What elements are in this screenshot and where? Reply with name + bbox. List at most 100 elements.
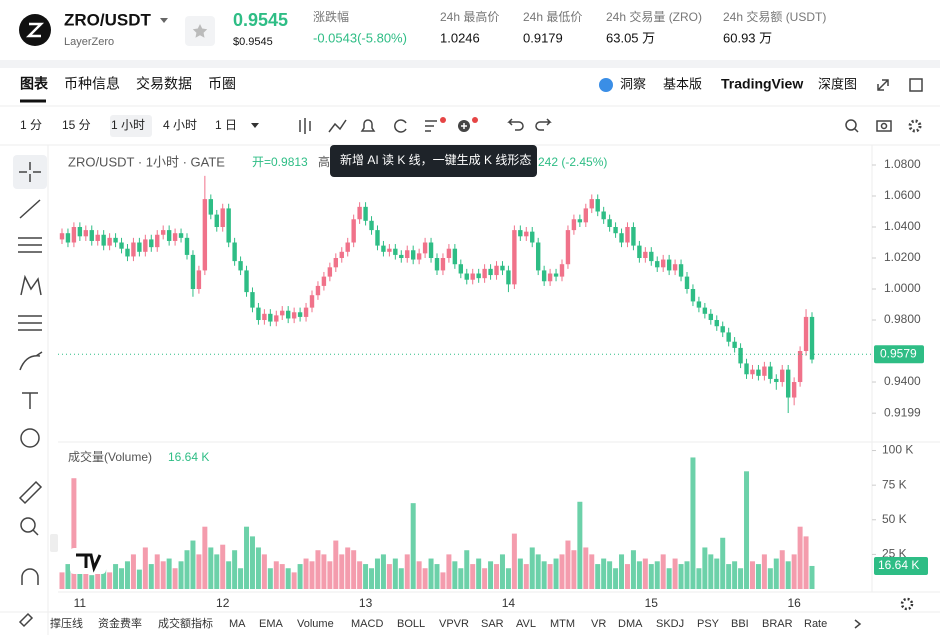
indicator[interactable]: MACD (351, 618, 383, 630)
ruler-tool[interactable] (18, 480, 43, 505)
channel-tool[interactable] (18, 237, 42, 253)
tab[interactable]: 币种信息 (64, 76, 120, 92)
candle-body (785, 369, 791, 398)
window-icon[interactable] (909, 78, 923, 92)
dot (440, 117, 446, 123)
candle-body (607, 219, 612, 228)
right-tab[interactable]: 深度图 (818, 76, 857, 91)
volume-bar (428, 558, 434, 589)
volume-bar (416, 561, 422, 589)
line-tool[interactable] (19, 199, 41, 219)
indicator[interactable]: Volume (297, 618, 334, 630)
zoom-tool[interactable] (20, 517, 36, 533)
indicator[interactable]: MTM (550, 618, 575, 630)
candle-body (125, 248, 130, 257)
indicator[interactable]: BRAR (762, 618, 793, 630)
search-icon[interactable] (845, 119, 857, 131)
right-tab[interactable]: TradingView (721, 76, 803, 92)
symbol[interactable]: ZRO/USDT (64, 10, 152, 29)
interval[interactable]: 4 小时 (163, 118, 197, 132)
volume-bar (315, 550, 321, 589)
indicator[interactable]: SKDJ (656, 618, 684, 630)
candle-body (422, 242, 428, 254)
interval[interactable]: 1 小时 (111, 118, 145, 132)
volume-bar (410, 503, 416, 589)
indicator[interactable]: 成交额指标 (158, 616, 213, 630)
indicator[interactable]: 撑压线 (50, 616, 83, 630)
volume-bar (755, 564, 761, 589)
fib-tool[interactable] (18, 315, 42, 331)
indicator[interactable]: AVL (516, 618, 536, 630)
volume-bar (148, 564, 154, 589)
alert-icon[interactable] (360, 119, 376, 132)
interval[interactable]: 1 分 (20, 118, 42, 132)
candle-body (285, 310, 291, 319)
volume-bar (279, 564, 285, 589)
candle-body (512, 230, 517, 285)
indicator[interactable]: EMA (259, 618, 284, 630)
crosshair-tool[interactable] (19, 162, 41, 182)
candle-body (684, 276, 690, 290)
indicator[interactable]: PSY (697, 618, 720, 630)
volume-bar (327, 561, 333, 589)
pattern-tool[interactable] (20, 274, 42, 296)
sidebar (13, 155, 47, 585)
candle-body (107, 237, 112, 246)
tab[interactable]: 交易数据 (136, 76, 192, 92)
eraser-tool[interactable] (18, 612, 34, 628)
indicator-icon[interactable] (328, 119, 347, 133)
dropdown-arrow[interactable] (160, 18, 168, 23)
candle-body (660, 259, 666, 268)
expand-icon[interactable] (877, 79, 889, 91)
volume-bar (767, 568, 773, 589)
text-tool[interactable] (22, 392, 38, 409)
volume-bar (595, 564, 601, 589)
indicator[interactable]: SAR (481, 618, 504, 630)
magnet-tool[interactable] (21, 568, 39, 585)
volume-bar (779, 550, 785, 589)
volume-bar (374, 558, 380, 589)
replay-icon[interactable] (394, 119, 407, 133)
chart-settings[interactable] (900, 597, 914, 611)
indicator[interactable]: 资金费率 (98, 616, 142, 630)
brush-tool[interactable] (19, 351, 43, 371)
emoji-tool[interactable] (20, 428, 40, 448)
tab[interactable]: 图表 (20, 76, 49, 92)
interval[interactable]: 1 日 (215, 118, 237, 132)
camera-icon[interactable] (876, 120, 892, 132)
right-tab[interactable]: 基本版 (663, 76, 702, 91)
indicator[interactable]: MA (229, 618, 246, 630)
volume-bar (333, 540, 339, 589)
stat-value: 1.0246 (440, 30, 480, 45)
volume-bar (630, 550, 636, 589)
scroll-right[interactable] (854, 619, 862, 629)
candle-body (494, 265, 499, 276)
candle-body (643, 251, 648, 259)
volume-bar (255, 547, 261, 589)
volume-bar (744, 471, 750, 589)
undo-icon[interactable] (507, 118, 524, 131)
indicator[interactable]: VR (591, 618, 606, 630)
indicator[interactable]: BBI (731, 618, 749, 630)
indicator[interactable]: VPVR (439, 618, 469, 630)
collapse-handle[interactable] (50, 534, 58, 552)
volume-bar (297, 564, 303, 589)
interval-dropdown[interactable] (251, 123, 259, 128)
candle-icon[interactable] (299, 118, 311, 134)
indicator[interactable]: Rate (804, 618, 827, 630)
right-tab[interactable]: 洞察 (620, 76, 646, 91)
indicator[interactable]: DMA (618, 618, 643, 630)
candle-body (791, 382, 797, 398)
volume-bar (244, 526, 250, 589)
template-icon[interactable] (425, 120, 437, 132)
candle-body (541, 270, 547, 282)
stat-value: 63.05 万 (606, 30, 655, 45)
interval[interactable]: 15 分 (62, 118, 91, 132)
indicator[interactable]: BOLL (397, 618, 425, 630)
volume-bar (738, 568, 744, 589)
volume-bar (422, 568, 428, 589)
redo-icon[interactable] (535, 118, 552, 131)
volume-tick-label: 50 K (882, 512, 907, 526)
settings-icon[interactable] (908, 119, 922, 133)
tab[interactable]: 币圈 (208, 76, 236, 92)
